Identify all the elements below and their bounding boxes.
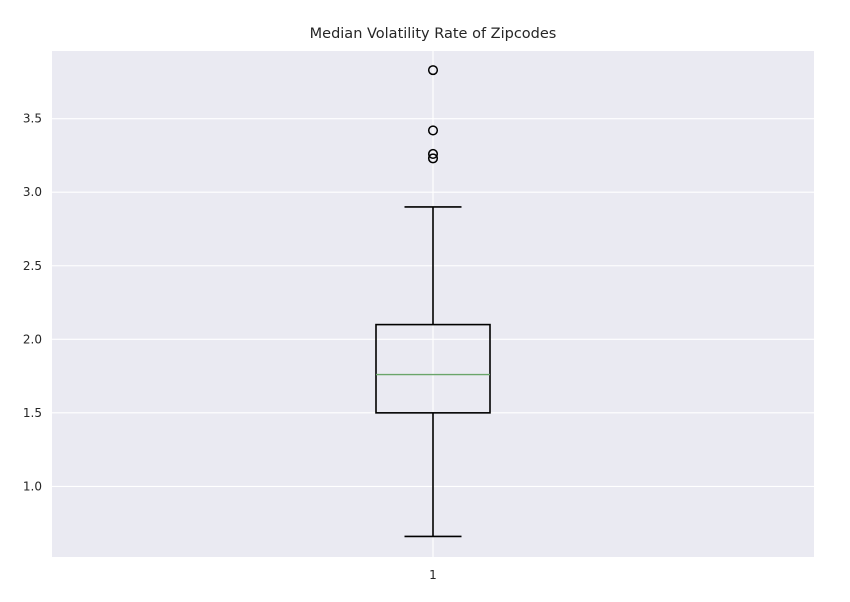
- outlier-point: [427, 153, 439, 164]
- y-tick-label: 3.0: [23, 185, 42, 199]
- x-axis-ticks: 1: [429, 568, 437, 582]
- box-plot-marks: [375, 65, 491, 538]
- outlier-point: [427, 65, 439, 76]
- y-tick-label: 1.5: [23, 406, 42, 420]
- y-tick-label: 2.5: [23, 259, 42, 273]
- x-tick-label: 1: [429, 568, 437, 582]
- outlier-point: [427, 148, 439, 160]
- y-tick-label: 1.0: [23, 479, 42, 493]
- chart-title: Median Volatility Rate of Zipcodes: [310, 26, 557, 42]
- y-axis-ticks: 1.0 1.5 2.0 2.5 3.0 3.5: [23, 112, 42, 494]
- outlier-point: [427, 125, 439, 136]
- y-tick-label: 3.5: [23, 112, 42, 126]
- y-tick-label: 2.0: [23, 332, 42, 346]
- box-group: [375, 65, 491, 538]
- interquartile-box: [375, 323, 491, 414]
